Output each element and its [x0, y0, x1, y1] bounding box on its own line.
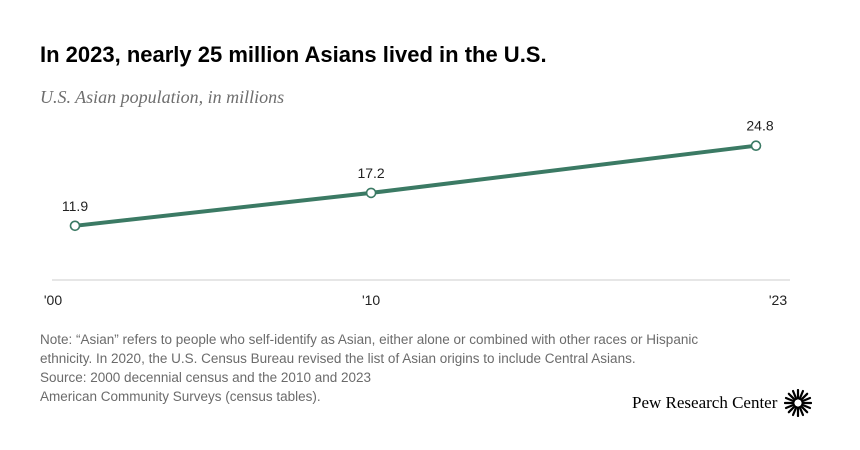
sunburst-ray [785, 396, 796, 403]
line-chart: '00 '10 '23 11.9 17.2 24.8 [44, 118, 790, 308]
source-line-1: Source: 2000 decennial census and the 20… [40, 370, 372, 385]
sunburst-ray [792, 406, 798, 417]
data-point-marker [365, 187, 377, 199]
chart-notes: Note: “Asian” refers to people who self-… [40, 330, 830, 406]
sunburst-ray [801, 396, 812, 403]
pew-sunburst-icon [784, 389, 813, 417]
sunburst-ray [799, 389, 805, 400]
sunburst-ray [792, 389, 798, 400]
sunburst-ray [800, 405, 809, 414]
x-tick-label: '00 [44, 292, 62, 308]
sunburst-ray [799, 406, 805, 417]
note-line-2: ethnicity. In 2020, the U.S. Census Bure… [40, 351, 636, 366]
data-label: 11.9 [62, 198, 88, 214]
chart-title: In 2023, nearly 25 million Asians lived … [40, 42, 547, 67]
sunburst-ray [785, 403, 796, 410]
data-point-marker [750, 140, 762, 151]
data-label: 24.8 [746, 118, 773, 134]
source-line-2: American Community Surveys (census table… [40, 389, 321, 404]
logo-text: Pew Research Center [632, 393, 778, 412]
x-tick-label: '10 [362, 292, 380, 308]
sunburst-ray [800, 392, 809, 401]
chart-subtitle: U.S. Asian population, in millions [40, 87, 285, 107]
note-line-1: Note: “Asian” refers to people who self-… [40, 332, 699, 347]
data-point-marker [69, 220, 81, 232]
sunburst-ray [801, 403, 812, 410]
sunburst-ray [788, 405, 797, 414]
x-tick-label: '23 [769, 292, 787, 308]
pew-logo: Pew Research Center [632, 389, 813, 417]
data-label: 17.2 [357, 165, 384, 181]
series-line [73, 143, 758, 228]
sunburst-ray [788, 392, 797, 401]
